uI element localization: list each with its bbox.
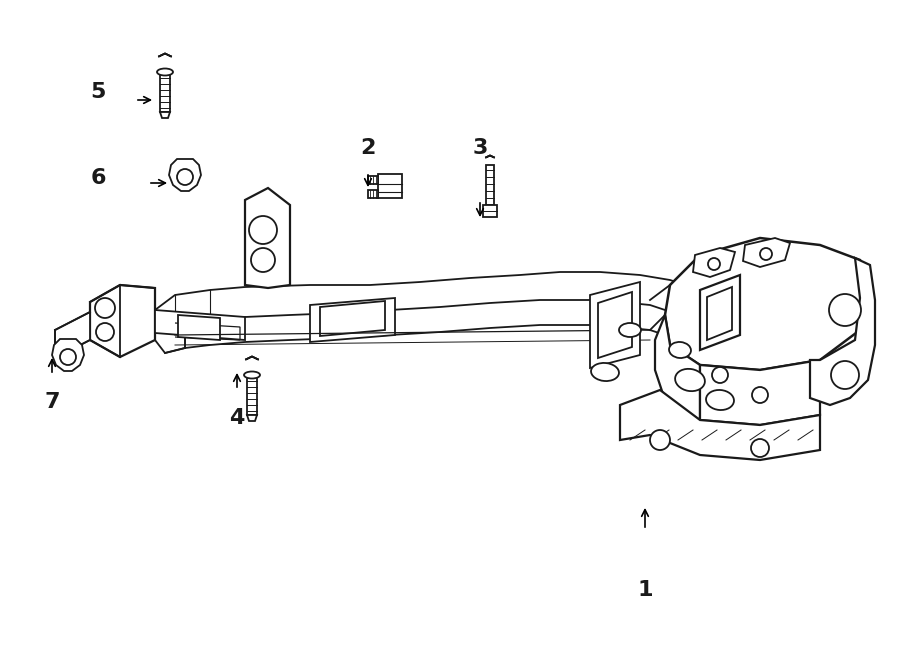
Text: 3: 3 bbox=[472, 138, 488, 158]
Circle shape bbox=[251, 248, 275, 272]
Text: 4: 4 bbox=[230, 408, 245, 428]
Circle shape bbox=[829, 294, 861, 326]
Circle shape bbox=[249, 216, 277, 244]
Circle shape bbox=[708, 258, 720, 270]
Polygon shape bbox=[245, 188, 290, 288]
Polygon shape bbox=[655, 315, 700, 420]
Polygon shape bbox=[700, 275, 740, 350]
Text: 5: 5 bbox=[90, 82, 105, 102]
Polygon shape bbox=[486, 165, 494, 205]
Polygon shape bbox=[707, 287, 732, 340]
Polygon shape bbox=[90, 285, 155, 357]
Circle shape bbox=[95, 298, 115, 318]
Text: 7: 7 bbox=[44, 392, 59, 412]
Polygon shape bbox=[590, 282, 640, 368]
Polygon shape bbox=[155, 310, 245, 340]
Circle shape bbox=[60, 349, 76, 365]
Polygon shape bbox=[180, 172, 190, 182]
Polygon shape bbox=[693, 248, 735, 277]
Circle shape bbox=[712, 367, 728, 383]
Polygon shape bbox=[368, 176, 378, 184]
Ellipse shape bbox=[591, 363, 619, 381]
Ellipse shape bbox=[669, 342, 691, 358]
Polygon shape bbox=[620, 390, 820, 460]
Polygon shape bbox=[368, 190, 378, 198]
Text: 6: 6 bbox=[90, 168, 106, 188]
Polygon shape bbox=[245, 356, 259, 360]
Polygon shape bbox=[700, 360, 820, 425]
Circle shape bbox=[751, 439, 769, 457]
Polygon shape bbox=[483, 205, 497, 217]
Polygon shape bbox=[810, 258, 875, 405]
Ellipse shape bbox=[619, 323, 641, 337]
Polygon shape bbox=[158, 54, 172, 57]
Polygon shape bbox=[155, 272, 710, 328]
Polygon shape bbox=[247, 415, 257, 421]
Circle shape bbox=[752, 387, 768, 403]
Polygon shape bbox=[743, 238, 790, 267]
Polygon shape bbox=[665, 238, 870, 370]
Ellipse shape bbox=[675, 369, 705, 391]
Polygon shape bbox=[310, 298, 395, 342]
Polygon shape bbox=[178, 315, 220, 340]
Polygon shape bbox=[485, 155, 495, 158]
Ellipse shape bbox=[706, 390, 734, 410]
Circle shape bbox=[96, 323, 114, 341]
Text: 1: 1 bbox=[637, 580, 652, 600]
Polygon shape bbox=[63, 352, 73, 362]
Polygon shape bbox=[52, 339, 84, 371]
Circle shape bbox=[760, 248, 772, 260]
Ellipse shape bbox=[157, 69, 173, 75]
Polygon shape bbox=[320, 301, 385, 336]
Polygon shape bbox=[598, 292, 632, 358]
Circle shape bbox=[177, 169, 193, 185]
Polygon shape bbox=[55, 312, 90, 358]
Polygon shape bbox=[247, 375, 257, 415]
Polygon shape bbox=[160, 72, 170, 112]
Polygon shape bbox=[169, 159, 201, 191]
Text: 2: 2 bbox=[360, 138, 375, 158]
Polygon shape bbox=[378, 174, 402, 198]
Polygon shape bbox=[160, 112, 170, 118]
Circle shape bbox=[831, 361, 859, 389]
Circle shape bbox=[650, 430, 670, 450]
Ellipse shape bbox=[244, 371, 260, 379]
Polygon shape bbox=[155, 310, 185, 353]
